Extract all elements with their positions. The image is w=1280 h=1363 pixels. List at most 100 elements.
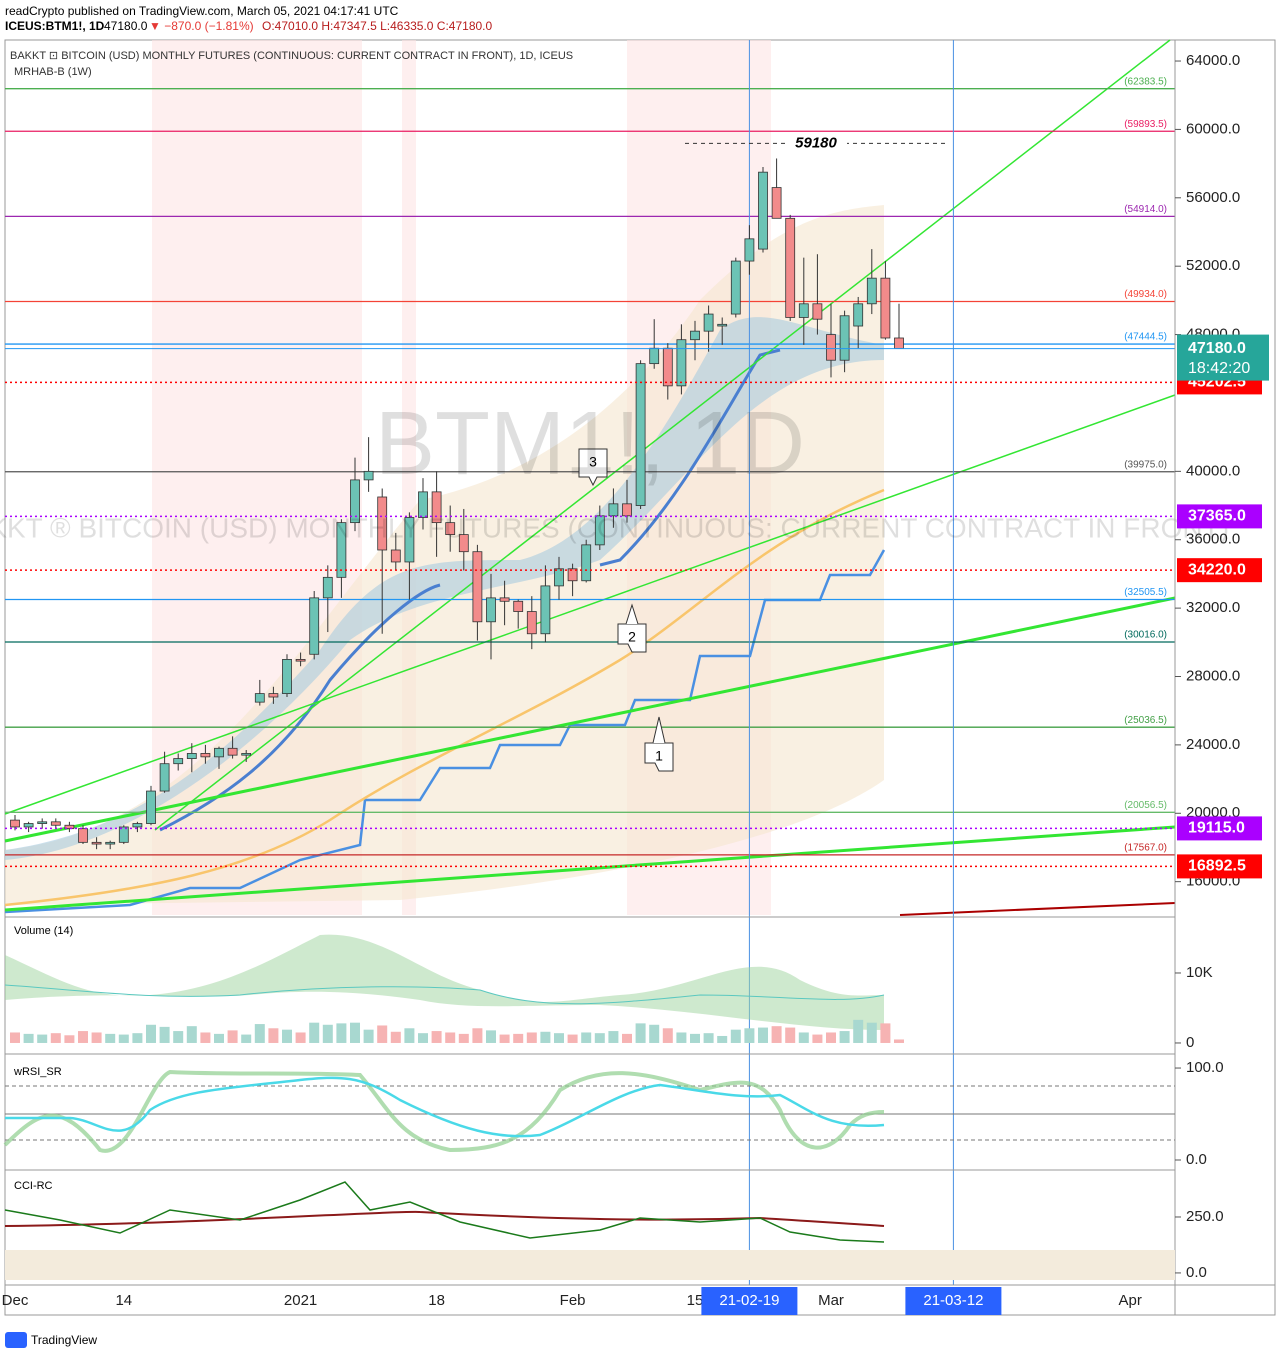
watermark-name: BAKKT ® BITCOIN (USD) MONTHLY FUTURES (C… (0, 512, 1229, 543)
volume-bar (132, 1033, 143, 1043)
last-price: 47180.0 (1188, 340, 1246, 357)
candle-body (866, 277, 877, 305)
symbol: ICEUS:BTM1!, 1D (5, 19, 105, 33)
footer: TradingView (31, 1333, 97, 1347)
candle-body (513, 600, 524, 612)
date-marker-box (905, 1287, 1002, 1315)
candle-body (227, 747, 238, 756)
candle-body (744, 238, 755, 262)
price-tag: 19115.0 (1188, 820, 1245, 837)
candle-body (472, 551, 483, 623)
sub-panes: Volume (14) wRSI_SR CCI-RC (10, 925, 904, 1192)
candle-body (309, 597, 320, 655)
price-pane: (62383.5) (59893.5) (54914.0) (49934.0) (474… (5, 40, 1175, 1285)
logo (5, 1332, 27, 1348)
candle-body (200, 753, 211, 758)
candle-body (404, 517, 415, 563)
volume-bar (594, 1033, 605, 1043)
callout-pointer (652, 716, 666, 744)
callout-label: 2 (628, 629, 636, 645)
volume-bar (105, 1033, 116, 1043)
volume-bar (458, 1033, 469, 1043)
volume-bar (758, 1027, 768, 1043)
volume-bar (826, 1032, 836, 1043)
candle-body (608, 503, 619, 517)
ohlc: O:47010.0 H:47347.5 L:46335.0 C:47180.0 (262, 19, 493, 33)
volume-bar (431, 1031, 442, 1043)
candle-body (322, 576, 333, 599)
candle-body (894, 337, 904, 349)
candle-body (50, 821, 61, 826)
volume-bar (200, 1032, 211, 1043)
candle-body (635, 363, 646, 506)
publisher: readCrypto published on TradingView.com,… (5, 4, 399, 18)
volume-bar (581, 1032, 592, 1043)
candle-body (268, 693, 279, 698)
candle-body (418, 491, 428, 518)
trend-line (899, 902, 1176, 916)
volume-bar (472, 1028, 483, 1043)
x-tick-label: 14 (115, 1292, 132, 1309)
last: 47180.0 (104, 19, 148, 33)
volume-bar (78, 1031, 88, 1043)
candle-body (173, 758, 184, 765)
candle-body (363, 470, 374, 481)
volume-bar (717, 1035, 728, 1043)
volume-bar (173, 1031, 184, 1043)
price-tag: 16892.5 (1188, 858, 1246, 875)
volume-bar (336, 1023, 347, 1043)
volume-bar (377, 1025, 388, 1043)
callout (617, 623, 647, 653)
volume-bar (390, 1031, 401, 1043)
candle-body (37, 821, 48, 824)
volume-bar (853, 1019, 864, 1043)
candle-body (118, 826, 129, 843)
volume-bar (690, 1033, 700, 1043)
volume-bar (186, 1026, 197, 1043)
cci-line (4, 1181, 885, 1243)
volume-bar (214, 1033, 224, 1043)
level-label: (59893.5) (1124, 119, 1167, 130)
price-tag-box (1177, 504, 1262, 529)
volume-bar (676, 1032, 687, 1043)
rsi-lines (3, 1069, 1175, 1153)
cci-lines (4, 1181, 1175, 1280)
level-label: (30016.0) (1124, 630, 1167, 641)
candle-body (703, 313, 714, 332)
candle-body (798, 303, 809, 318)
candle-body (377, 496, 388, 551)
vol-band (5, 934, 884, 1030)
volume-bar (227, 1030, 238, 1043)
y-tick-label: 56000.0 (1186, 189, 1240, 206)
candle-body (282, 659, 292, 695)
level-label: (39975.0) (1124, 459, 1167, 470)
x-tick-label: Dec (2, 1292, 29, 1309)
candle-body (431, 491, 442, 524)
candle-body (649, 347, 660, 365)
candle-body (241, 753, 252, 756)
x-tick-label: 2021 (284, 1292, 317, 1309)
level-label: (17567.0) (1124, 843, 1167, 854)
price-tag-box (1177, 816, 1262, 841)
volume-bar (322, 1024, 333, 1043)
pane-title: CCI-RC (14, 1180, 53, 1192)
candle-body (526, 611, 537, 635)
volume-bar (50, 1033, 61, 1043)
volume-bar (241, 1034, 252, 1043)
volume-bar (37, 1034, 48, 1043)
trend-line (4, 596, 1176, 843)
peak-label-bg (785, 134, 847, 153)
candle-body (23, 823, 34, 828)
volume-bar (418, 1033, 428, 1043)
date-marker-box (701, 1287, 798, 1315)
price-tag-box (1177, 558, 1262, 583)
y-tick-label: 28000.0 (1186, 667, 1240, 684)
volume-bar (254, 1024, 265, 1043)
volume-bar (785, 1027, 796, 1043)
change: ▼ −870.0 (−1.81%) (149, 19, 254, 33)
candle-body (445, 522, 456, 536)
y-tick-label: 64000.0 (1186, 52, 1240, 69)
candle-body (458, 534, 469, 553)
date-marker: 21-02-19 (719, 1292, 779, 1309)
candle-body (78, 828, 88, 843)
